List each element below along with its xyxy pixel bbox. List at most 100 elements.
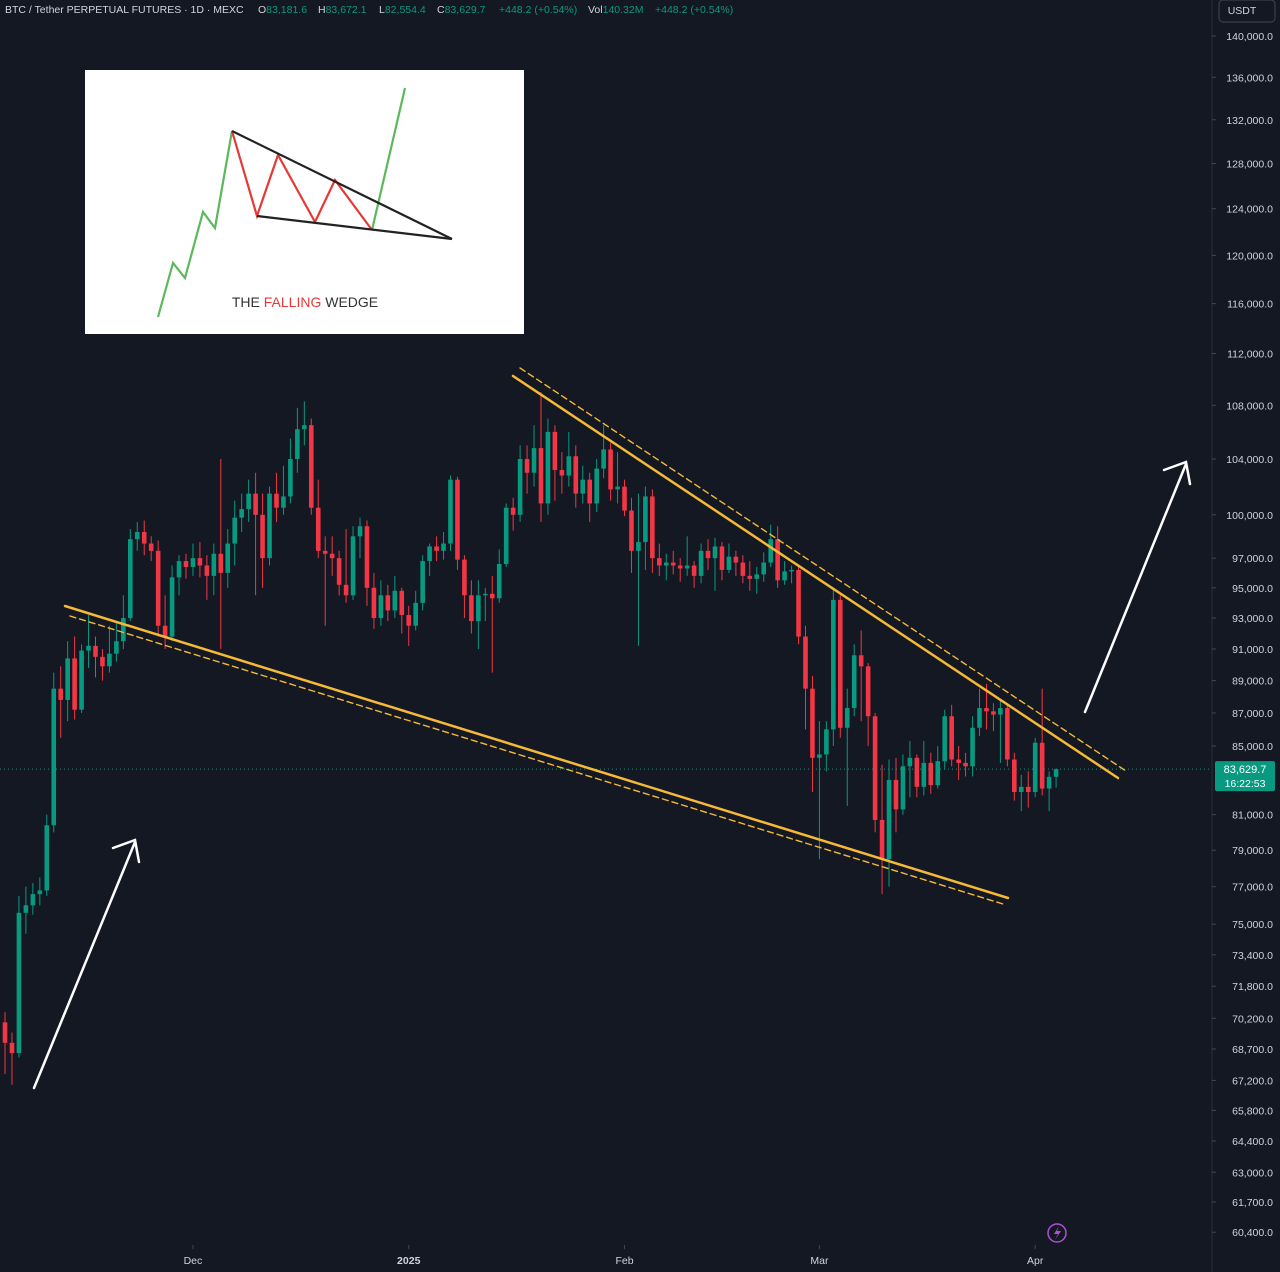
candle-body: [844, 708, 850, 728]
support-line: [63, 604, 1010, 900]
y-tick-label: 81,000.0: [1232, 810, 1273, 822]
drawings: [32, 367, 1192, 1090]
candle-body: [636, 542, 641, 551]
vol-change: +448.2 (+0.54%): [655, 4, 733, 16]
candle-body: [65, 658, 70, 700]
candle-body: [865, 666, 871, 717]
candle-body: [747, 575, 753, 579]
y-tick-label: 77,000.0: [1232, 882, 1273, 894]
currency-button[interactable]: [1218, 0, 1276, 23]
vol-key: Vol: [588, 4, 603, 16]
resistance-dashed: [519, 367, 1127, 772]
candle-body: [879, 819, 885, 860]
candle-body: [308, 425, 314, 508]
candle-body: [427, 546, 432, 562]
y-tick-label: 97,000.0: [1232, 553, 1273, 565]
candle-body: [100, 656, 105, 667]
candle-body: [343, 584, 349, 596]
candle-body: [517, 458, 523, 515]
l-key: L: [379, 4, 385, 16]
candle-body: [496, 564, 502, 599]
candle-body: [155, 550, 161, 626]
h-key: H: [318, 4, 326, 16]
candle-body: [1025, 786, 1031, 792]
candle-body: [336, 558, 342, 585]
candle-body: [9, 1042, 15, 1054]
y-tick-label: 67,200.0: [1232, 1075, 1273, 1087]
candle-body: [128, 539, 133, 619]
y-tick-label: 85,000.0: [1232, 741, 1273, 753]
candle-body: [796, 569, 801, 637]
candle-body: [1018, 786, 1024, 792]
inset-upper: [231, 130, 453, 240]
candle-body: [824, 729, 829, 755]
candle-body: [851, 655, 857, 709]
y-tick-label: 116,000.0: [1227, 299, 1273, 311]
candle-body: [1053, 769, 1059, 777]
inset-lower: [256, 214, 453, 241]
candle-body: [483, 593, 488, 596]
candle-body: [538, 448, 544, 504]
x-tick-label: Apr: [1027, 1255, 1044, 1267]
symbol: BTC / Tether PERPETUAL FUTURES · 1D · ME…: [5, 4, 244, 16]
candle-body: [204, 565, 210, 576]
candle-body: [984, 708, 989, 712]
candle-body: [134, 531, 140, 540]
candle-body: [991, 711, 996, 715]
candle-body: [162, 625, 168, 637]
header: BTC / Tether PERPETUAL FUTURES · 1D · ME…: [5, 4, 733, 16]
candle-body: [23, 905, 29, 913]
candle-body: [907, 757, 913, 767]
y-tick-label: 61,700.0: [1232, 1197, 1273, 1209]
y-tick-label: 95,000.0: [1232, 583, 1273, 595]
candle-body: [211, 553, 217, 576]
candle-body: [803, 636, 808, 689]
inset-rise: [156, 130, 234, 318]
candle-body: [545, 431, 551, 504]
candle-body: [970, 727, 975, 767]
candle-body: [503, 507, 509, 565]
candle-body: [1005, 708, 1010, 760]
candle-body: [921, 762, 927, 787]
candle-body: [893, 779, 899, 810]
candle-body: [684, 565, 690, 569]
candle-body: [2, 1022, 8, 1043]
candle-body: [30, 894, 36, 906]
candle-body: [51, 688, 57, 826]
y-tick-label: 136,000.0: [1226, 72, 1273, 84]
inset-word: THE: [232, 294, 260, 310]
alert-icon[interactable]: [1047, 1223, 1067, 1243]
candle-body: [378, 595, 384, 619]
candle-body: [72, 658, 77, 710]
candle-body: [476, 595, 481, 622]
o-key: O: [258, 4, 266, 16]
y-tick-label: 87,000.0: [1232, 708, 1273, 720]
last-price-label: 83,629.7: [1224, 764, 1267, 776]
candle-body: [858, 655, 864, 667]
inset-word: FALLING: [264, 294, 322, 310]
candle-body: [469, 595, 474, 622]
y-tick-label: 120,000.0: [1226, 250, 1273, 262]
candle-body: [719, 546, 725, 570]
candle-body: [218, 553, 224, 573]
x-tick-label: 2025: [397, 1255, 421, 1267]
candle-body: [141, 531, 147, 544]
candle-body: [677, 565, 683, 569]
candle-body: [872, 716, 878, 820]
candle-body: [253, 493, 258, 515]
candle-body: [914, 757, 920, 787]
candle-body: [817, 754, 822, 758]
candle-body: [107, 653, 112, 667]
candle-body: [629, 510, 634, 551]
last-price-tag: [1215, 761, 1275, 792]
candle-body: [420, 561, 425, 603]
x-tick-label: Feb: [615, 1255, 633, 1267]
candle-body: [594, 468, 599, 504]
candle-body: [37, 890, 43, 895]
candle-body: [295, 429, 300, 459]
candle-body: [956, 759, 961, 763]
candle-body: [441, 543, 446, 551]
candle-body: [531, 448, 537, 473]
inset-zigzag: [230, 130, 373, 231]
arrow-head: [111, 838, 141, 864]
